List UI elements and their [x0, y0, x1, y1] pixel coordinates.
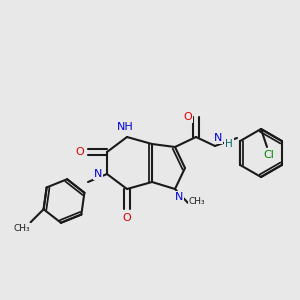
- Text: O: O: [184, 112, 192, 122]
- Text: Cl: Cl: [264, 150, 274, 160]
- Text: N: N: [175, 192, 183, 202]
- Text: CH₃: CH₃: [189, 197, 205, 206]
- Text: CH₃: CH₃: [13, 224, 30, 233]
- Text: N: N: [214, 133, 222, 143]
- Text: O: O: [123, 213, 131, 223]
- Text: N: N: [94, 169, 102, 179]
- Text: O: O: [76, 147, 84, 157]
- Text: H: H: [225, 139, 233, 149]
- Text: NH: NH: [117, 122, 134, 132]
